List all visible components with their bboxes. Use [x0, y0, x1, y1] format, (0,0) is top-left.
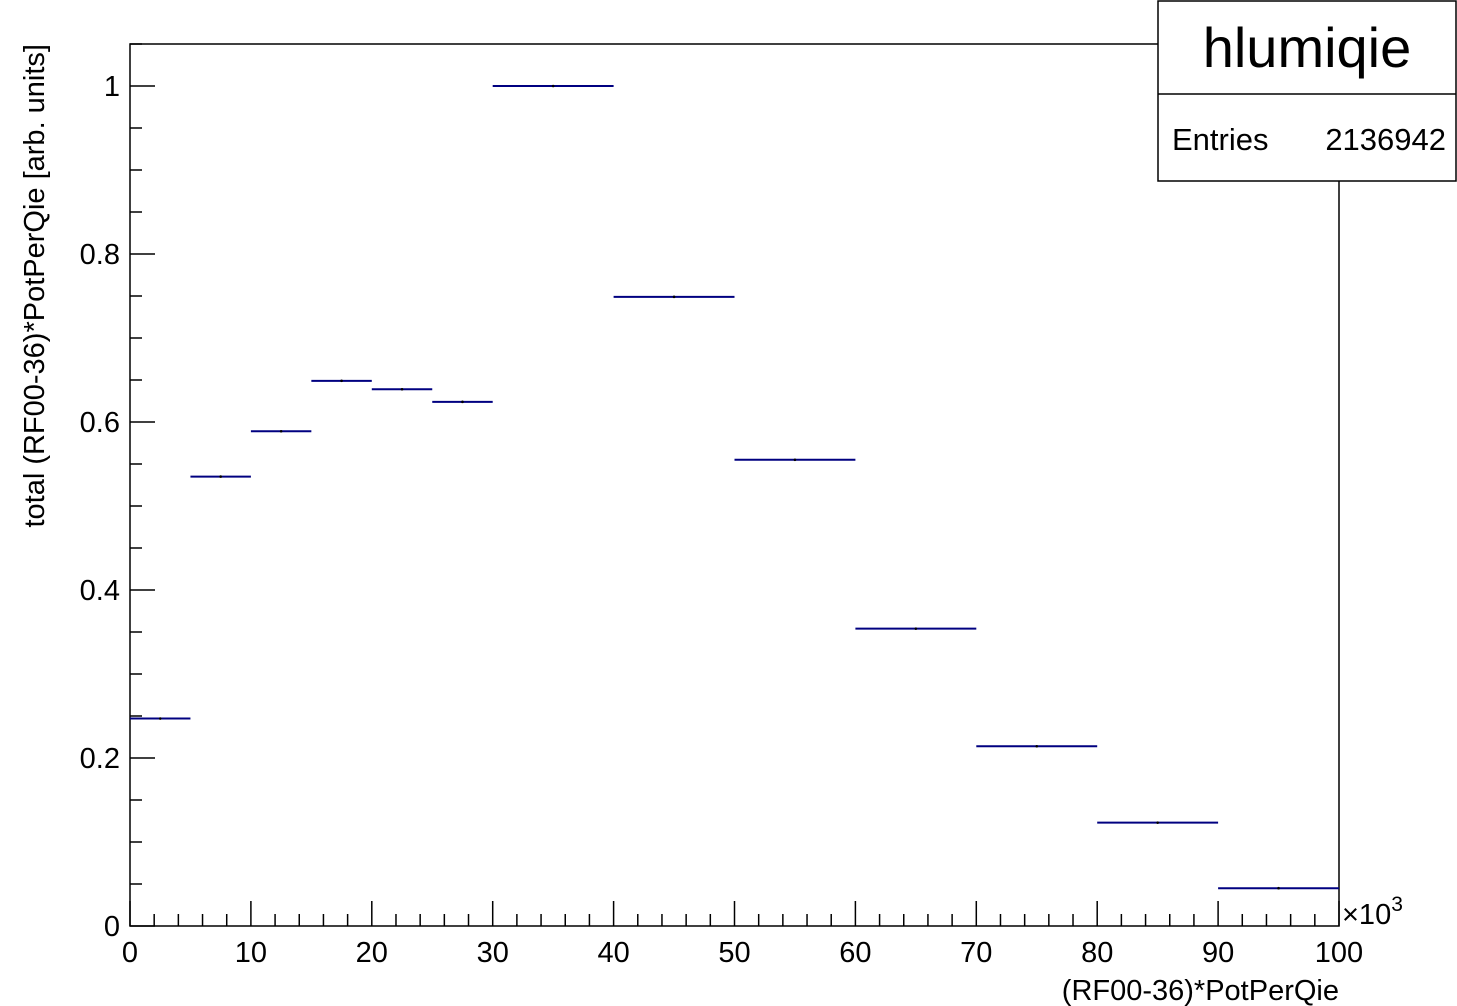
y-tick-label: 1: [104, 71, 120, 103]
x-tick-label: 10: [235, 937, 267, 969]
bin-center-marker: [219, 475, 222, 478]
bin-center-marker: [914, 627, 918, 630]
y-tick-label: 0.4: [80, 575, 120, 607]
histogram-bins: [130, 84, 1339, 890]
x-tick-label: 0: [122, 937, 138, 969]
y-axis-ticks: 0 0.2 0.4 0.6 0.8 1: [80, 43, 155, 943]
stats-entries-label: Entries: [1172, 122, 1268, 157]
bin-center-marker: [551, 84, 555, 88]
bin-center-marker: [672, 295, 676, 299]
x-axis-title: (RF00-36)*PotPerQie: [1062, 975, 1339, 1006]
bin-center-marker: [400, 387, 404, 391]
x-tick-label: 50: [718, 937, 750, 969]
x-tick-label: 100: [1315, 937, 1363, 969]
y-tick-label: 0.6: [80, 407, 120, 439]
bin-center-marker: [793, 458, 797, 462]
x-axis-ticks: 0 10 20 30 40 50 60 70 80 90 100: [122, 901, 1363, 969]
bin-center-marker: [279, 429, 283, 433]
bin-center-marker: [1156, 821, 1159, 824]
x-tick-label: 40: [597, 937, 629, 969]
y-tick-label: 0.8: [80, 239, 120, 271]
bin-center-marker: [1277, 886, 1280, 890]
bin-center-marker: [158, 717, 162, 720]
x-tick-label: 80: [1081, 937, 1113, 969]
x-axis-multiplier-exponent: 3: [1391, 893, 1403, 916]
bin-center-marker: [461, 400, 464, 404]
y-tick-label: 0: [104, 911, 120, 943]
bin-center-marker: [1035, 744, 1039, 748]
x-tick-label: 20: [356, 937, 388, 969]
x-tick-label: 70: [960, 937, 992, 969]
stats-entries-value: 2136942: [1325, 122, 1446, 157]
bin-center-marker: [340, 379, 343, 383]
stats-box-frame: [1157, 0, 1457, 182]
x-axis-multiplier-base: ×10: [1342, 899, 1391, 931]
x-axis-multiplier: ×103: [1342, 893, 1403, 931]
x-tick-label: 90: [1202, 937, 1234, 969]
x-tick-label: 30: [477, 937, 509, 969]
stats-box: hlumiqie Entries 2136942: [1157, 0, 1457, 182]
y-tick-label: 0.2: [80, 743, 120, 775]
x-tick-label: 60: [839, 937, 871, 969]
stats-box-title: hlumiqie: [1203, 16, 1412, 79]
y-axis-title: total (RF00-36)*PotPerQie [arb. units]: [19, 44, 51, 528]
